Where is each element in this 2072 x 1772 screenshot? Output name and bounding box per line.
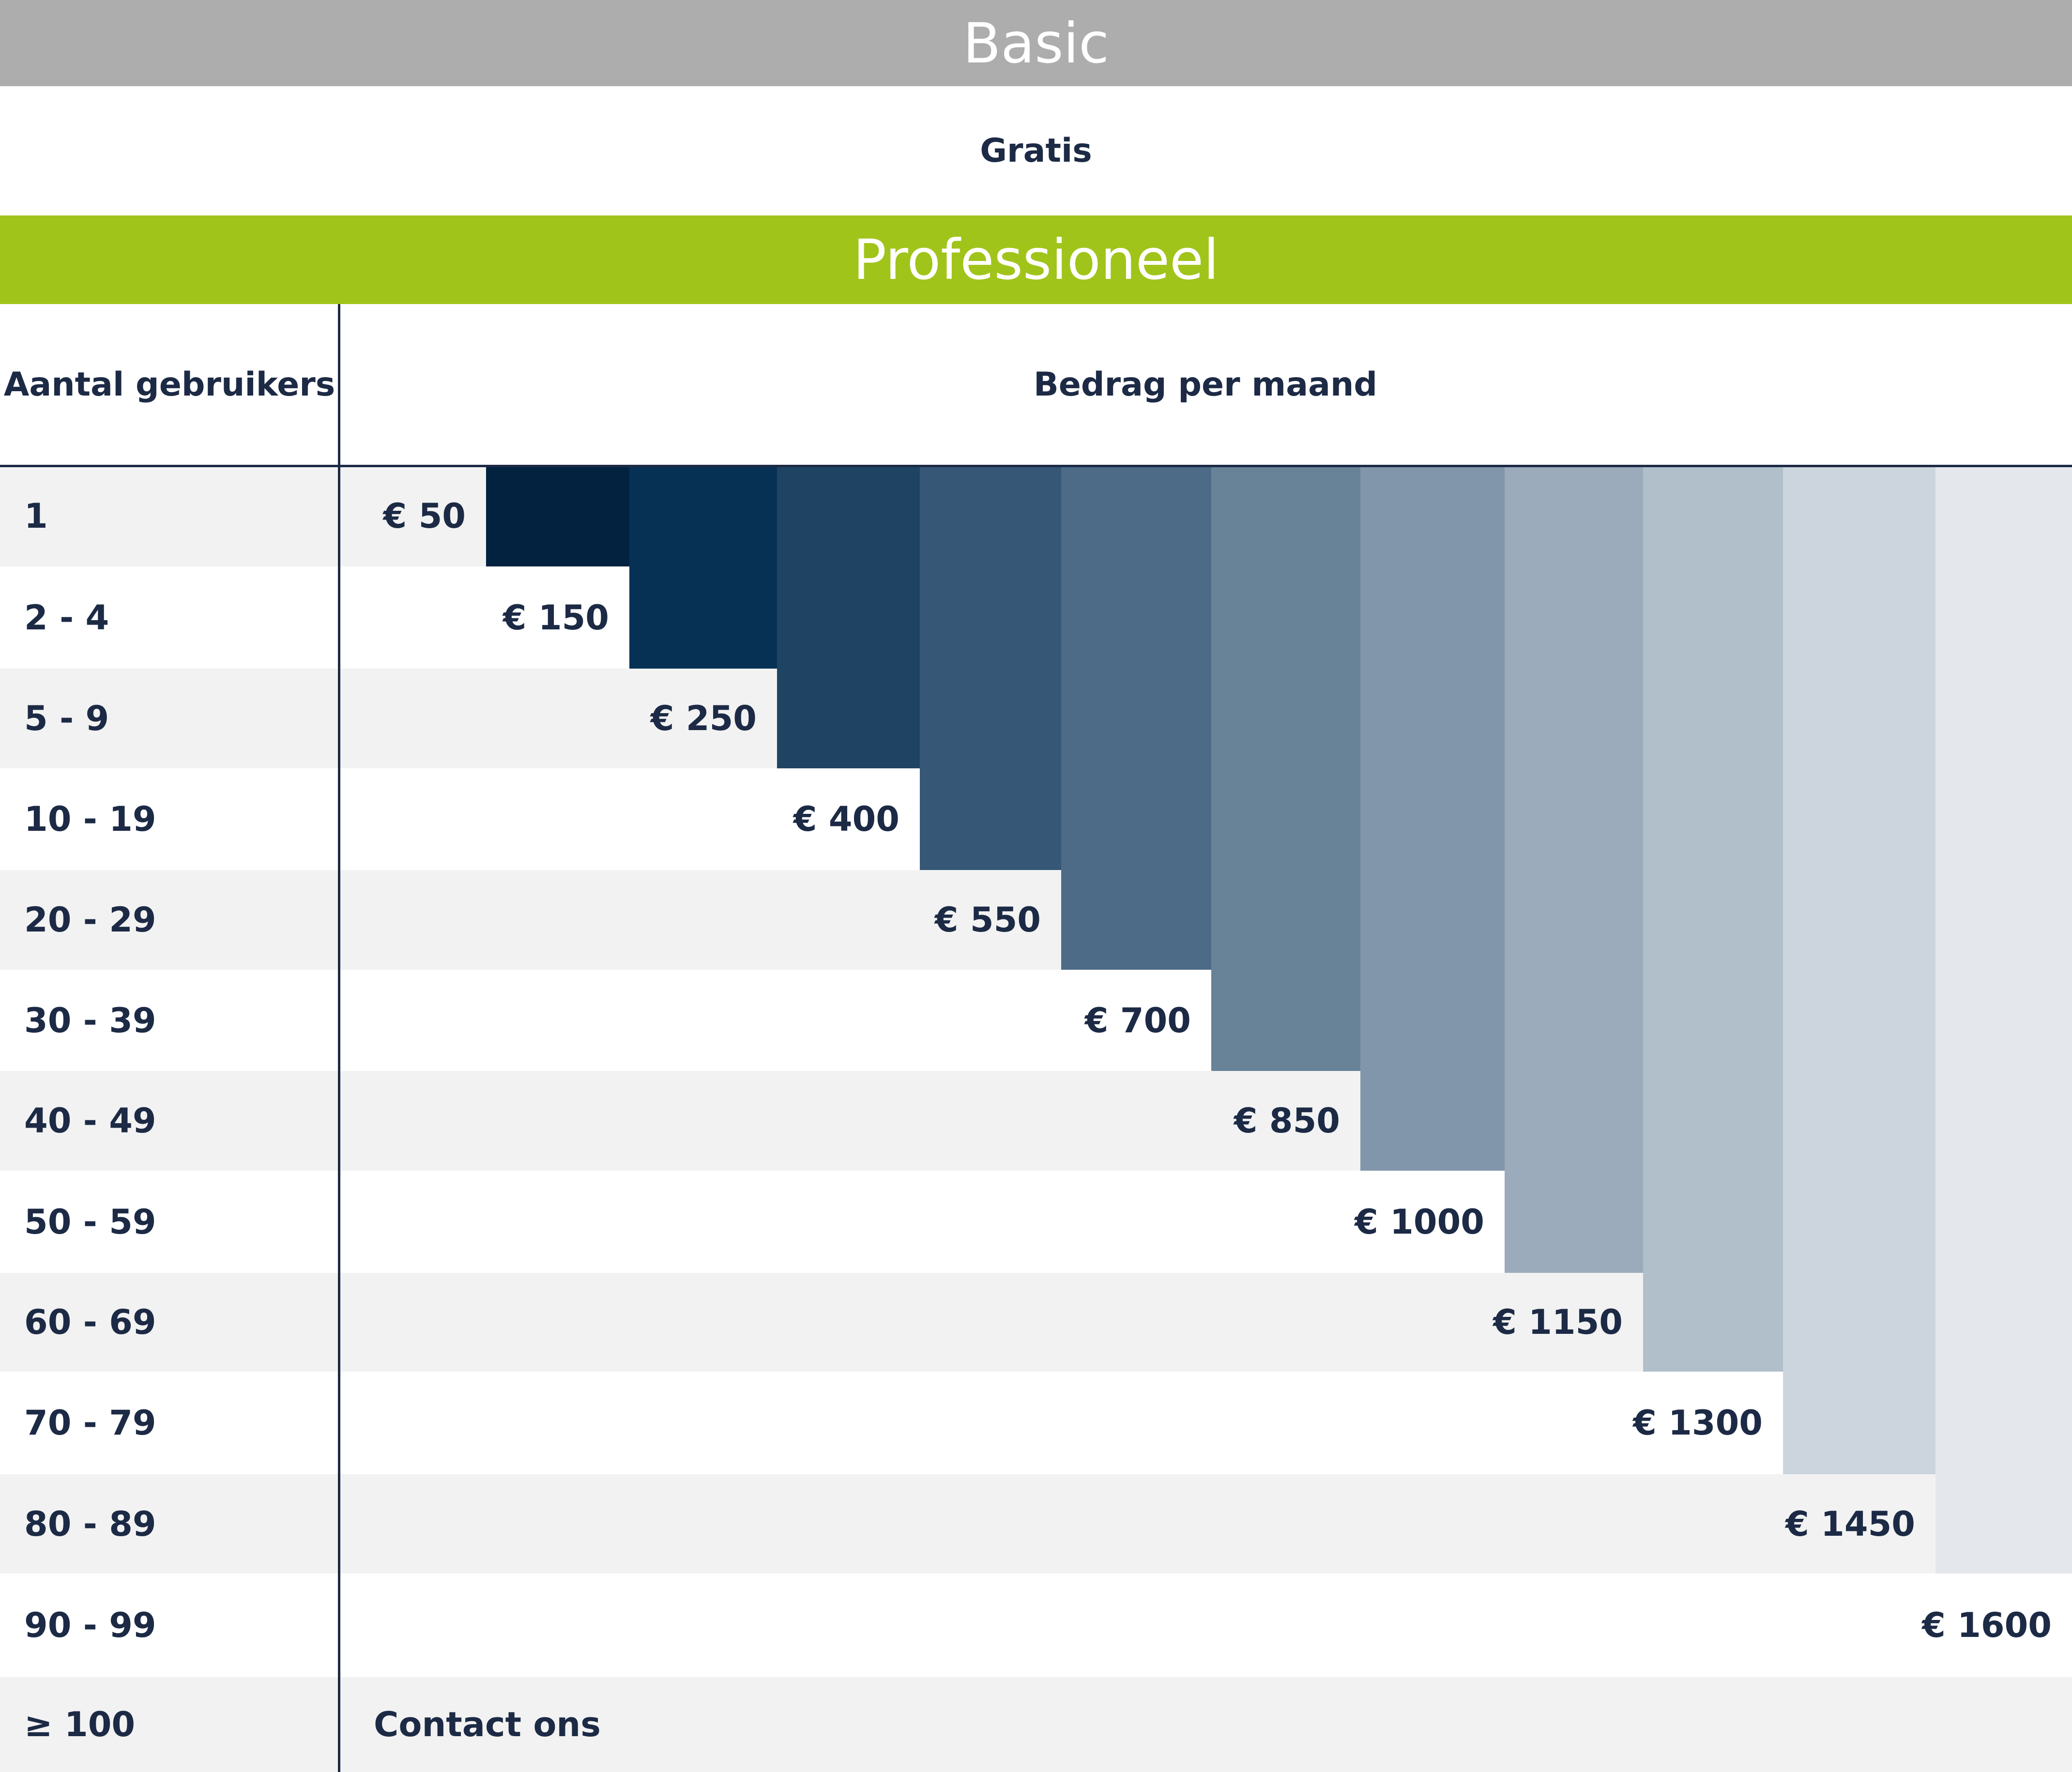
tier-price: € 700 [1084,1000,1191,1040]
tier-users-label: 50 - 59 [24,1202,156,1242]
price-step-bar [1360,466,1505,1171]
tier-price: € 850 [1234,1101,1340,1141]
tier-users-label: 5 - 9 [24,699,109,738]
tier-price: € 550 [934,900,1041,940]
tier-price: € 50 [383,496,466,536]
basic-plan-title: Basic [963,11,1109,76]
table-row [0,1573,2072,1677]
price-step-bar [1505,466,1643,1273]
tier-users-label: 1 [24,496,48,536]
table-row [0,1474,2072,1573]
tier-users-label: 70 - 79 [24,1403,156,1443]
price-step-bar [777,466,920,768]
tier-price: € 1150 [1493,1302,1623,1342]
tier-price: € 1000 [1355,1202,1484,1242]
tier-price: € 400 [793,799,899,839]
professional-plan-title: Professioneel [853,228,1219,292]
basic-plan-price: Gratis [980,132,1092,170]
tier-users-label: 60 - 69 [24,1302,156,1342]
header-divider [0,465,2072,467]
table-row [0,1677,2072,1772]
tier-price: € 150 [503,597,609,638]
contact-us-text: Contact ons [374,1705,601,1744]
tier-users-label: ≥ 100 [24,1705,136,1744]
tier-users-label: 30 - 39 [24,1000,156,1040]
basic-plan-header: Basic [0,0,2072,86]
tier-price: € 1300 [1633,1403,1763,1443]
tier-users-label: 80 - 89 [24,1504,156,1544]
price-step-bar [486,466,629,566]
column-header-users: Aantal gebruikers [3,366,335,404]
tier-price: € 250 [650,699,757,738]
price-step-bar [1935,466,2072,1573]
price-step-bar [920,466,1061,870]
tier-users-label: 40 - 49 [24,1101,156,1141]
tier-users-label: 2 - 4 [24,597,109,638]
price-step-bar [1061,466,1211,970]
price-step-bar [1783,466,1935,1474]
price-step-bar [629,466,777,669]
column-divider [338,304,340,1772]
table-row [0,1372,2072,1474]
tier-users-label: 20 - 29 [24,900,156,940]
tier-users-label: 90 - 99 [24,1605,156,1645]
tier-price: € 1450 [1785,1504,1915,1544]
price-step-bar [1211,466,1360,1071]
price-step-bar [1643,466,1783,1372]
tier-price: € 1600 [1922,1605,2052,1645]
column-header-amount: Bedrag per maand [1033,366,1378,404]
professional-plan-header: Professioneel [0,215,2072,304]
tier-users-label: 10 - 19 [24,799,156,839]
